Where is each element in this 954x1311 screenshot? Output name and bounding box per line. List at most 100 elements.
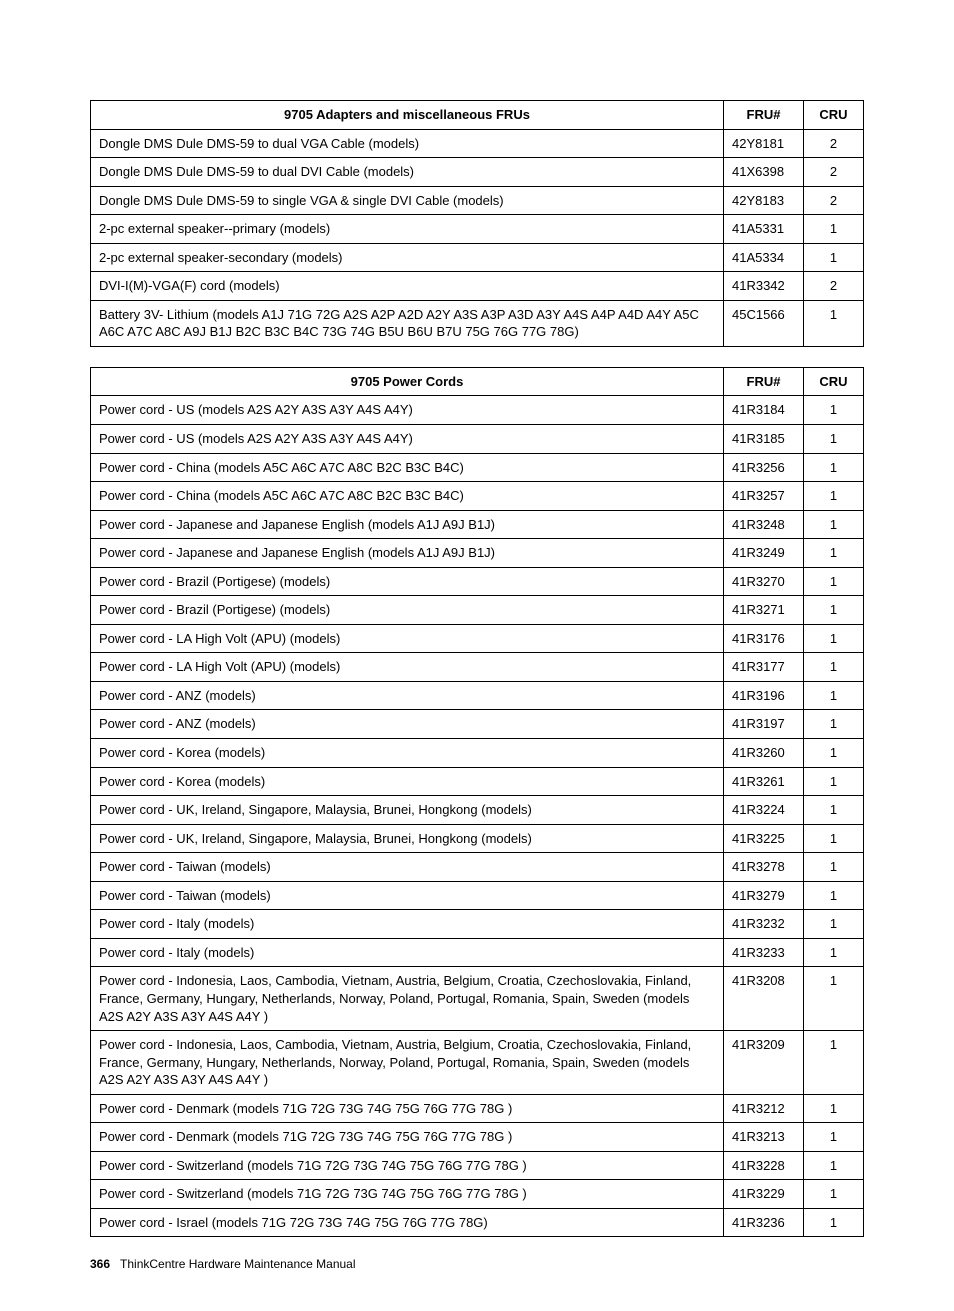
cell-cru: 1: [804, 1094, 864, 1123]
page-footer: 366 ThinkCentre Hardware Maintenance Man…: [90, 1257, 864, 1271]
header-fru: FRU#: [724, 101, 804, 130]
cell-cru: 1: [804, 1031, 864, 1095]
cell-cru: 1: [804, 881, 864, 910]
cell-cru: 1: [804, 681, 864, 710]
cell-cru: 1: [804, 425, 864, 454]
power-cords-body: Power cord - US (models A2S A2Y A3S A3Y …: [91, 396, 864, 1237]
cell-desc: Power cord - Switzerland (models 71G 72G…: [91, 1151, 724, 1180]
cell-desc: Power cord - Korea (models): [91, 767, 724, 796]
header-cru: CRU: [804, 367, 864, 396]
cell-fru: 45C1566: [724, 300, 804, 346]
cell-desc: Power cord - Israel (models 71G 72G 73G …: [91, 1208, 724, 1237]
cell-fru: 41R3257: [724, 482, 804, 511]
table-row: Power cord - Switzerland (models 71G 72G…: [91, 1151, 864, 1180]
cell-desc: 2-pc external speaker-secondary (models): [91, 243, 724, 272]
cell-desc: Power cord - Brazil (Portigese) (models): [91, 567, 724, 596]
header-desc: 9705 Power Cords: [91, 367, 724, 396]
cell-desc: Power cord - Brazil (Portigese) (models): [91, 596, 724, 625]
table-row: Power cord - Italy (models)41R32331: [91, 938, 864, 967]
cell-fru: 41R3209: [724, 1031, 804, 1095]
header-desc: 9705 Adapters and miscellaneous FRUs: [91, 101, 724, 130]
cell-cru: 1: [804, 396, 864, 425]
cell-cru: 1: [804, 215, 864, 244]
cell-fru: 41R3224: [724, 796, 804, 825]
cell-desc: Power cord - LA High Volt (APU) (models): [91, 653, 724, 682]
cell-fru: 41R3176: [724, 624, 804, 653]
cell-fru: 41A5334: [724, 243, 804, 272]
cell-cru: 1: [804, 653, 864, 682]
cell-desc: Dongle DMS Dule DMS-59 to dual VGA Cable…: [91, 129, 724, 158]
header-cru: CRU: [804, 101, 864, 130]
table-row: Power cord - Brazil (Portigese) (models)…: [91, 567, 864, 596]
table-row: Power cord - Denmark (models 71G 72G 73G…: [91, 1123, 864, 1152]
cell-fru: 41R3248: [724, 510, 804, 539]
cell-fru: 41R3212: [724, 1094, 804, 1123]
table-row: Power cord - US (models A2S A2Y A3S A3Y …: [91, 396, 864, 425]
table-row: Power cord - China (models A5C A6C A7C A…: [91, 482, 864, 511]
table-row: Power cord - Korea (models)41R32611: [91, 767, 864, 796]
cell-cru: 1: [804, 624, 864, 653]
cell-cru: 1: [804, 767, 864, 796]
cell-fru: 41R3228: [724, 1151, 804, 1180]
table-row: Dongle DMS Dule DMS-59 to single VGA & s…: [91, 186, 864, 215]
cell-fru: 41R3256: [724, 453, 804, 482]
cell-cru: 1: [804, 824, 864, 853]
cell-desc: Power cord - Taiwan (models): [91, 853, 724, 882]
table-row: Power cord - Switzerland (models 71G 72G…: [91, 1180, 864, 1209]
cell-fru: 41R3249: [724, 539, 804, 568]
table-row: DVI-I(M)-VGA(F) cord (models)41R33422: [91, 272, 864, 301]
cell-desc: Power cord - China (models A5C A6C A7C A…: [91, 453, 724, 482]
table-row: Power cord - US (models A2S A2Y A3S A3Y …: [91, 425, 864, 454]
table-row: Power cord - Japanese and Japanese Engli…: [91, 510, 864, 539]
cell-fru: 41R3213: [724, 1123, 804, 1152]
cell-desc: Power cord - ANZ (models): [91, 681, 724, 710]
cell-desc: Power cord - ANZ (models): [91, 710, 724, 739]
cell-desc: DVI-I(M)-VGA(F) cord (models): [91, 272, 724, 301]
cell-fru: 41R3229: [724, 1180, 804, 1209]
cell-cru: 1: [804, 910, 864, 939]
cell-fru: 42Y8183: [724, 186, 804, 215]
adapters-frus-body: Dongle DMS Dule DMS-59 to dual VGA Cable…: [91, 129, 864, 346]
table-header-row: 9705 Power Cords FRU# CRU: [91, 367, 864, 396]
table-row: Power cord - China (models A5C A6C A7C A…: [91, 453, 864, 482]
table-row: Dongle DMS Dule DMS-59 to dual DVI Cable…: [91, 158, 864, 187]
cell-cru: 1: [804, 482, 864, 511]
cell-desc: Power cord - LA High Volt (APU) (models): [91, 624, 724, 653]
table-row: Power cord - UK, Ireland, Singapore, Mal…: [91, 796, 864, 825]
table-header-row: 9705 Adapters and miscellaneous FRUs FRU…: [91, 101, 864, 130]
cell-fru: 41R3261: [724, 767, 804, 796]
table-row: Power cord - LA High Volt (APU) (models)…: [91, 653, 864, 682]
cell-fru: 41R3232: [724, 910, 804, 939]
cell-desc: Power cord - UK, Ireland, Singapore, Mal…: [91, 824, 724, 853]
cell-desc: Power cord - US (models A2S A2Y A3S A3Y …: [91, 425, 724, 454]
cell-cru: 1: [804, 967, 864, 1031]
cell-desc: Power cord - Indonesia, Laos, Cambodia, …: [91, 967, 724, 1031]
cell-desc: Power cord - UK, Ireland, Singapore, Mal…: [91, 796, 724, 825]
cell-desc: Power cord - Japanese and Japanese Engli…: [91, 510, 724, 539]
cell-desc: Power cord - Italy (models): [91, 938, 724, 967]
cell-cru: 1: [804, 453, 864, 482]
cell-fru: 41R3271: [724, 596, 804, 625]
cell-desc: Power cord - Japanese and Japanese Engli…: [91, 539, 724, 568]
cell-cru: 1: [804, 1151, 864, 1180]
cell-fru: 41R3260: [724, 739, 804, 768]
cell-desc: Dongle DMS Dule DMS-59 to dual DVI Cable…: [91, 158, 724, 187]
cell-desc: Power cord - Switzerland (models 71G 72G…: [91, 1180, 724, 1209]
header-fru: FRU#: [724, 367, 804, 396]
cell-cru: 1: [804, 567, 864, 596]
cell-cru: 1: [804, 1180, 864, 1209]
cell-cru: 1: [804, 510, 864, 539]
table-row: Power cord - ANZ (models)41R31961: [91, 681, 864, 710]
table-row: 2-pc external speaker--primary (models)4…: [91, 215, 864, 244]
cell-cru: 1: [804, 796, 864, 825]
cell-desc: Power cord - Italy (models): [91, 910, 724, 939]
cell-cru: 1: [804, 1123, 864, 1152]
cell-cru: 1: [804, 539, 864, 568]
cell-cru: 2: [804, 129, 864, 158]
table-row: Power cord - Italy (models)41R32321: [91, 910, 864, 939]
table-row: Power cord - ANZ (models)41R31971: [91, 710, 864, 739]
cell-fru: 42Y8181: [724, 129, 804, 158]
cell-fru: 41R3225: [724, 824, 804, 853]
table-row: Power cord - Japanese and Japanese Engli…: [91, 539, 864, 568]
cell-desc: Power cord - China (models A5C A6C A7C A…: [91, 482, 724, 511]
